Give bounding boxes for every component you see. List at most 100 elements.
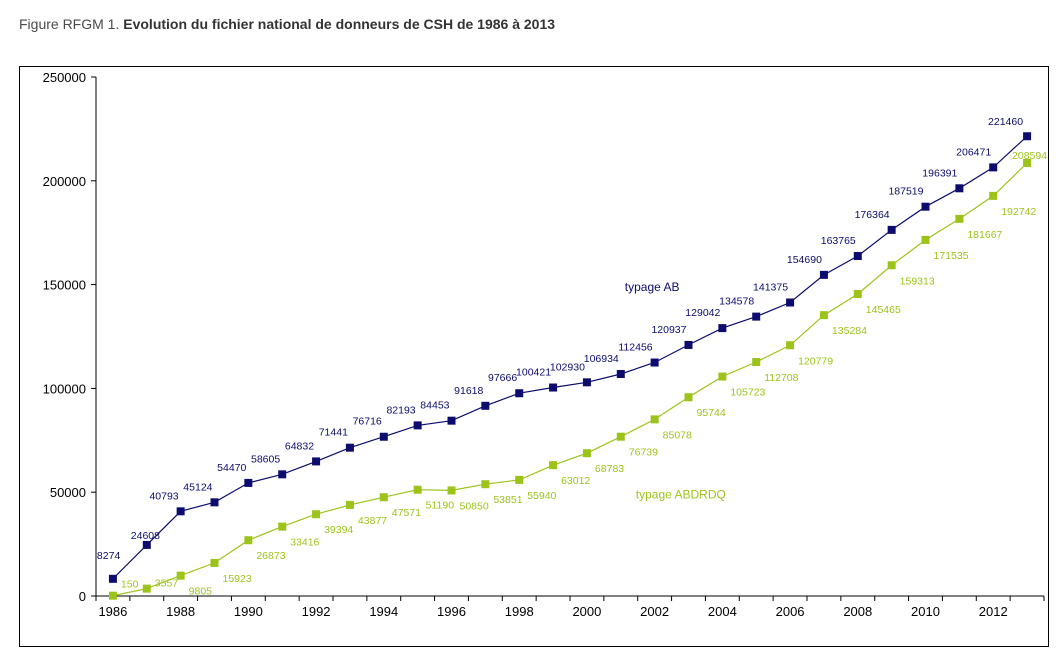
data-label-abdrdq: 3557 [155,578,179,590]
data-label-abdrdq: 192742 [1001,206,1036,218]
data-label-ab: 58605 [251,453,280,465]
series-line-abdrdq [112,162,1028,597]
y-tick-label: 0 [79,589,86,604]
x-tick-label: 2012 [979,604,1008,619]
data-label-ab: 134578 [719,296,754,308]
data-label-ab: 100421 [516,367,551,379]
data-label-abdrdq: 53851 [493,494,522,506]
data-label-ab: 176364 [855,209,890,221]
data-label-abdrdq: 120779 [798,355,833,367]
y-tick-label: 250000 [43,70,86,85]
data-point [684,393,693,402]
data-label-abdrdq: 43877 [358,515,387,527]
series-name-abdrdq: typage ABDRDQ [636,487,726,501]
data-label-abdrdq: 105723 [730,387,765,399]
data-point [819,270,828,279]
data-point [142,584,151,593]
data-label-abdrdq: 50850 [460,500,489,512]
y-tick-label: 50000 [50,485,86,500]
data-point [176,507,185,516]
data-point [752,312,761,321]
data-label-abdrdq: 112708 [764,372,798,384]
data-point [481,480,490,489]
chart-frame [19,66,1049,647]
data-point [549,383,558,392]
data-label-ab: 112456 [618,342,652,354]
data-label-ab: 45124 [183,481,212,493]
data-point [210,558,219,567]
figure-title: Figure RFGM 1. Evolution du fichier nati… [19,16,555,32]
data-point [853,252,862,261]
data-label-ab: 206471 [956,146,991,158]
data-point [108,574,117,583]
x-tick-label: 2002 [640,604,669,619]
data-point [108,591,117,600]
data-point [549,461,558,470]
data-label-ab: 120937 [651,324,686,336]
data-label-abdrdq: 76739 [629,447,658,459]
data-point [718,372,727,381]
data-point [752,358,761,367]
data-point [379,493,388,502]
data-point [142,540,151,549]
data-label-abdrdq: 63012 [561,475,590,487]
data-label-ab: 71441 [319,427,348,439]
data-label-abdrdq: 47571 [392,507,421,519]
data-label-ab: 196391 [922,167,957,179]
data-point [244,536,253,545]
x-tick-label: 1990 [234,604,263,619]
figure-main-title: Evolution du fichier national de donneur… [123,16,556,32]
data-point [786,298,795,307]
data-point [312,510,321,519]
data-point [345,443,354,452]
data-label-ab: 91618 [454,385,483,397]
data-point [718,324,727,333]
x-tick-label: 2004 [708,604,737,619]
data-label-ab: 102930 [550,361,585,373]
data-point [447,486,456,495]
data-point [481,401,490,410]
x-tick-label: 1996 [437,604,466,619]
data-label-abdrdq: 171535 [934,250,969,262]
data-label-abdrdq: 95744 [697,407,726,419]
data-point [989,191,998,200]
data-point [887,261,896,270]
data-label-ab: 187519 [888,186,923,198]
data-label-ab: 106934 [584,353,619,365]
data-label-ab: 163765 [821,235,856,247]
figure-label: Figure RFGM 1. [19,16,120,32]
data-point [921,235,930,244]
x-tick-label: 1992 [302,604,331,619]
data-label-ab: 154690 [787,254,822,266]
data-point [210,498,219,507]
data-label-abdrdq: 15923 [223,573,252,585]
data-label-abdrdq: 51190 [426,500,455,512]
data-label-abdrdq: 208594 [1012,150,1047,162]
data-point [616,432,625,441]
data-label-ab: 64832 [285,440,314,452]
data-label-ab: 84453 [420,400,449,412]
data-point [278,470,287,479]
data-point [312,457,321,466]
x-tick-label: 1994 [369,604,398,619]
data-point [989,163,998,172]
x-tick-label: 1986 [98,604,127,619]
data-label-ab: 54470 [217,462,246,474]
x-tick-label: 2008 [843,604,872,619]
data-label-ab: 97666 [488,372,517,384]
data-point [413,421,422,430]
x-tick-label: 2010 [911,604,940,619]
data-point [278,522,287,531]
data-point [786,341,795,350]
data-point [955,184,964,193]
y-tick-label: 150000 [43,278,86,293]
data-label-abdrdq: 181667 [967,229,1002,241]
data-point [955,214,964,223]
x-tick-label: 2006 [776,604,805,619]
x-tick-label: 1988 [166,604,195,619]
data-label-abdrdq: 68783 [595,463,624,475]
data-point [616,370,625,379]
y-tick-label: 200000 [43,174,86,189]
data-point [650,358,659,367]
